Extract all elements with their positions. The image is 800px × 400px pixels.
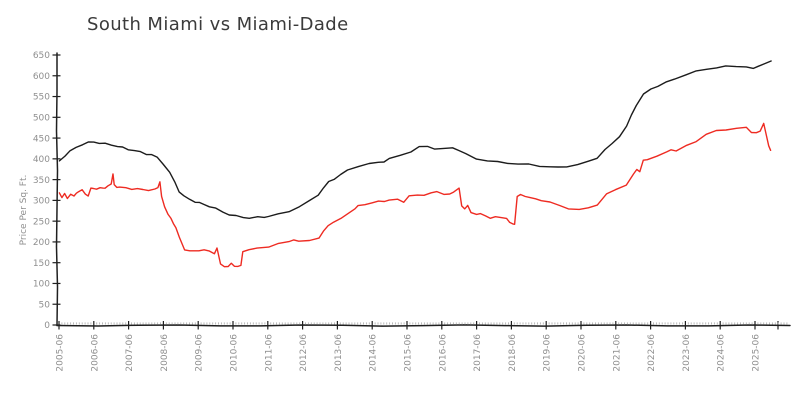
y-tick-label: 500 — [33, 114, 50, 124]
x-tick-label: 2010-06 — [230, 334, 240, 372]
x-tick-label: 2017-06 — [473, 334, 483, 372]
y-tick-label: 150 — [33, 259, 50, 269]
y-tick-label: 450 — [33, 134, 50, 144]
y-tick-label: 100 — [33, 280, 50, 290]
x-tick-label: 2018-06 — [508, 334, 518, 372]
x-tick-label: 2013-06 — [334, 334, 344, 372]
y-tick-label: 0 — [44, 321, 50, 331]
y-tick-label: 50 — [39, 300, 51, 310]
chart-title: South Miami vs Miami-Dade — [87, 14, 349, 35]
x-tick-label: 2008-06 — [160, 334, 170, 372]
x-tick-label: 2014-06 — [369, 334, 379, 372]
y-tick-label: 250 — [33, 217, 50, 227]
x-tick-label: 2025-06 — [752, 334, 762, 372]
y-tick-label: 400 — [33, 155, 50, 165]
x-axis-spine — [56, 324, 791, 327]
y-tick-label: 350 — [33, 176, 50, 186]
y-axis-spine — [55, 52, 59, 327]
y-tick-label: 650 — [33, 51, 50, 61]
x-tick-label: 2009-06 — [195, 334, 205, 372]
x-tick-label: 2024-06 — [717, 334, 727, 372]
y-tick-label: 600 — [33, 72, 50, 82]
x-tick-label: 2006-06 — [90, 334, 100, 372]
x-tick-label: 2015-06 — [404, 334, 414, 372]
y-tick-label: 200 — [33, 238, 50, 248]
x-tick-label: 2020-06 — [578, 334, 588, 372]
x-tick-label: 2011-06 — [264, 334, 274, 372]
x-tick-label: 2021-06 — [612, 334, 622, 372]
y-tick-label: 550 — [33, 93, 50, 103]
y-tick-label: 300 — [33, 197, 50, 207]
x-tick-label: 2005-06 — [56, 334, 66, 372]
series-line-south-miami — [58, 60, 772, 219]
series-line-miami-dade — [58, 122, 772, 268]
x-tick-label: 2007-06 — [125, 334, 135, 372]
x-tick-label: 2019-06 — [543, 334, 553, 372]
x-tick-label: 2023-06 — [682, 334, 692, 372]
x-tick-label: 2022-06 — [647, 334, 657, 372]
x-tick-label: 2012-06 — [299, 334, 309, 372]
x-tick-label: 2016-06 — [438, 334, 448, 372]
